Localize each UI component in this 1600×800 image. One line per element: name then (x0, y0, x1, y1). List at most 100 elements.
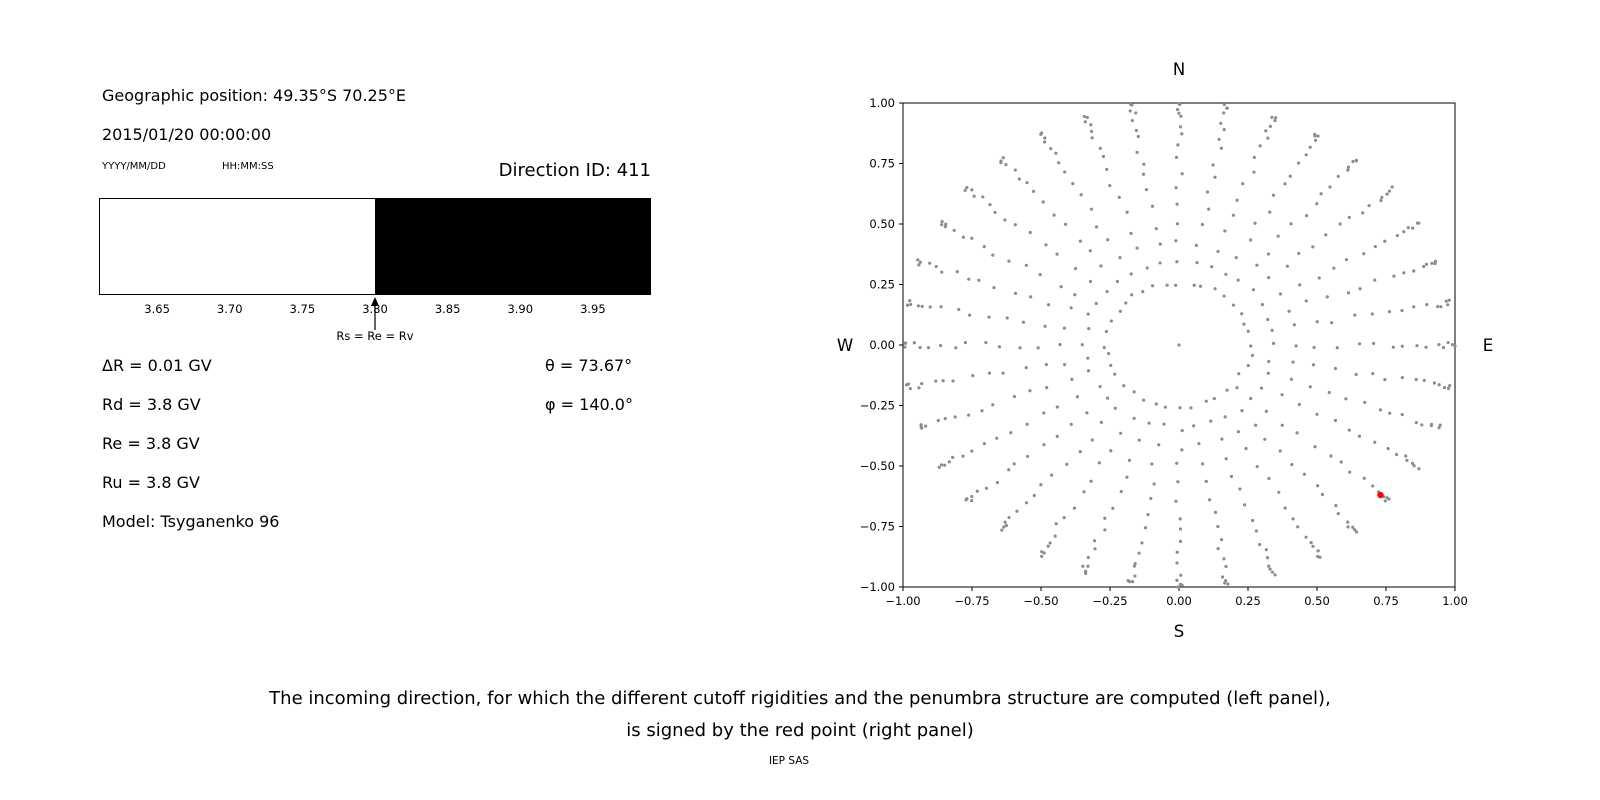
direction-dot (1309, 541, 1313, 545)
direction-dot (1280, 423, 1284, 427)
direction-dot (1038, 273, 1042, 277)
direction-dot (1125, 475, 1129, 479)
direction-dot (1178, 102, 1182, 106)
direction-dot (970, 449, 974, 453)
direction-dot (1205, 190, 1210, 194)
direction-dot (1072, 506, 1077, 510)
direction-dot (1000, 528, 1004, 532)
penumbra-tick-label: 3.75 (289, 302, 316, 316)
direction-dot (1085, 115, 1089, 120)
direction-dot (1092, 539, 1097, 543)
direction-dot (1178, 406, 1182, 410)
direction-dot (1129, 102, 1133, 106)
direction-dot (1086, 312, 1090, 316)
direction-dot (1174, 499, 1178, 503)
direction-dot (1154, 402, 1158, 406)
direction-dot (1012, 394, 1017, 399)
direction-dot (1040, 131, 1044, 135)
direction-dot (1308, 385, 1312, 389)
direction-dot (1222, 557, 1226, 561)
direction-dot (912, 341, 917, 345)
direction-dot (984, 341, 988, 345)
direction-dot (1283, 182, 1287, 186)
direction-dot (1065, 462, 1069, 467)
param-re: Re = 3.8 GV (102, 434, 200, 453)
direction-dot (1128, 109, 1132, 113)
direction-dot (1362, 476, 1366, 480)
direction-dot (916, 304, 920, 308)
x-tick-label: −0.25 (1092, 594, 1127, 608)
direction-dot (1330, 321, 1334, 325)
direction-dot (1358, 287, 1362, 291)
direction-dot (951, 379, 955, 383)
x-tick-label: −0.50 (1023, 594, 1058, 608)
direction-dot (904, 341, 908, 345)
direction-dot (1422, 378, 1426, 383)
direction-dot (1050, 473, 1054, 477)
direction-dot (1044, 362, 1048, 367)
direction-dot (1098, 384, 1102, 389)
direction-dot (1129, 272, 1133, 276)
direction-dot (1063, 170, 1067, 174)
direction-dot (1222, 128, 1226, 132)
y-tick-label: 0.50 (869, 217, 895, 231)
direction-dot (1043, 324, 1047, 328)
direction-dot (1007, 515, 1011, 520)
direction-dot (1086, 356, 1090, 360)
direction-dot (1304, 214, 1309, 218)
direction-dot (1268, 210, 1272, 214)
direction-dot (1084, 571, 1088, 575)
direction-dot (1290, 463, 1294, 467)
direction-dot (1246, 363, 1250, 368)
direction-dot (1447, 298, 1451, 302)
direction-dot (1351, 525, 1355, 529)
direction-dot (1335, 346, 1339, 350)
direction-dot (957, 307, 961, 312)
direction-dot (1001, 371, 1005, 375)
direction-dot (963, 340, 968, 345)
direction-dot (1283, 506, 1287, 510)
direction-dot (1137, 438, 1141, 442)
direction-dot (917, 263, 921, 267)
direction-dot (1395, 452, 1399, 457)
direction-dot (908, 298, 912, 303)
direction-dot (1176, 480, 1180, 484)
direction-dot (1025, 454, 1030, 459)
direction-dot (950, 455, 955, 459)
direction-dot (1062, 516, 1066, 520)
direction-dot (1267, 564, 1271, 568)
date-format-label: YYYY/MM/DD (102, 161, 166, 172)
direction-dot (1253, 221, 1257, 225)
penumbra-tick-label: 3.65 (144, 302, 170, 316)
direction-dot (1220, 575, 1225, 579)
param-delta-r: ΔR = 0.01 GV (102, 356, 212, 375)
direction-dot (980, 409, 984, 413)
direction-dot (1333, 418, 1338, 423)
direction-dot (1087, 327, 1091, 331)
direction-dot (1086, 564, 1090, 568)
geo-position-text: Geographic position: 49.35°S 70.25°E (102, 86, 407, 105)
direction-dot (1194, 243, 1199, 247)
direction-dot (1180, 429, 1184, 433)
direction-dot (1124, 301, 1128, 305)
direction-dot (1132, 564, 1137, 568)
x-tick-label: 0.25 (1235, 594, 1261, 608)
direction-dot (1017, 177, 1021, 181)
direction-dot (1054, 522, 1058, 526)
direction-dot (1347, 215, 1351, 220)
direction-dot (1025, 422, 1029, 426)
direction-dot (987, 371, 992, 375)
direction-dot (1163, 405, 1168, 409)
direction-dot (1236, 278, 1240, 282)
direction-dot (1235, 198, 1239, 202)
direction-dot (1254, 423, 1258, 427)
direction-dot (903, 345, 907, 349)
compass-label-south: S (1173, 622, 1185, 641)
direction-dot (941, 379, 945, 383)
direction-dot (1339, 460, 1343, 464)
direction-dot (1007, 259, 1011, 263)
direction-dot (1278, 292, 1283, 296)
direction-dot (1127, 458, 1131, 462)
direction-dot (1135, 150, 1139, 154)
direction-dot (1391, 345, 1395, 349)
